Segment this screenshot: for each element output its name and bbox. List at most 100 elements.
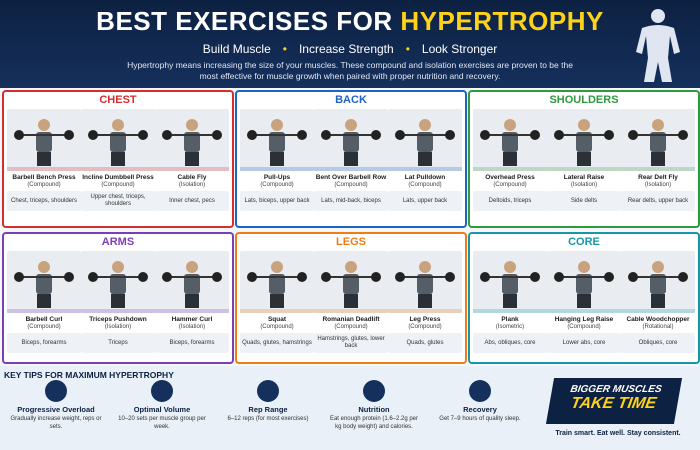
exercise-targets: Deltoids, triceps (473, 191, 547, 211)
taglines: Build MuscleIncrease StrengthLook Strong… (0, 42, 700, 56)
exercise-image (240, 251, 314, 313)
exercise: Lat Pulldown (Compound) Lats, upper back (388, 109, 462, 211)
tip-icon (151, 380, 173, 402)
footer: Train smart. Eat well. Stay consistent. (555, 430, 681, 437)
tip-text: Gradually increase weight, reps or sets. (10, 416, 102, 430)
exercise: Pull-Ups (Compound) Lats, biceps, upper ba… (240, 109, 314, 211)
exercise-image (240, 109, 314, 171)
exercise-name: Rear Delt Fly (638, 174, 678, 181)
exercise-targets: Inner chest, pecs (155, 191, 229, 211)
tip: Recovery Get 7–9 hours of quality sleep. (428, 380, 532, 424)
exercise-image (621, 109, 695, 171)
exercise: Bent Over Barbell Row (Compound) Lats, mid… (314, 109, 388, 211)
exercise-type: (Compound) (334, 324, 368, 330)
exercise-targets: Lats, upper back (388, 191, 462, 211)
exercise-targets: Hamstrings, glutes, lower back (314, 333, 388, 353)
exercise-row: Overhead Press (Compound) Deltoids, tricep… (470, 109, 698, 211)
exercise: Hammer Curl (Isolation) Biceps, forearms (155, 251, 229, 353)
exercise-targets: Abs, obliques, core (473, 333, 547, 353)
exercise-targets: Triceps (81, 333, 155, 353)
exercise: Squat (Compound) Quads, glutes, hamstrings (240, 251, 314, 353)
exercise-type: (Isolation) (104, 324, 132, 330)
exercise-name: Triceps Pushdown (89, 316, 147, 323)
group-card: ARMS Barbell Curl (Compound) Biceps, forear… (2, 232, 234, 364)
exercise: Incline Dumbbell Press (Compound) Upper ch… (81, 109, 155, 211)
exercise-image (547, 109, 621, 171)
exercise-row: Squat (Compound) Quads, glutes, hamstrings… (237, 251, 465, 353)
group-title: ARMS (101, 236, 135, 248)
exercise-type: (Compound) (408, 182, 442, 188)
exercise: Triceps Pushdown (Isolation) Triceps (81, 251, 155, 353)
tip-icon (363, 380, 385, 402)
tagline: Increase Strength (271, 42, 394, 56)
exercise-name: Leg Press (409, 316, 441, 323)
exercise-type: (Isometric) (495, 324, 525, 330)
group-title: CHEST (99, 94, 137, 106)
exercise-targets: Chest, triceps, shoulders (7, 191, 81, 211)
exercise-image (473, 109, 547, 171)
exercise: Rear Delt Fly (Isolation) Rear delts, uppe… (621, 109, 695, 211)
exercise-image (81, 109, 155, 171)
exercise-targets: Lower abs, core (547, 333, 621, 353)
exercise: Cable Fly (Isolation) Inner chest, pecs (155, 109, 229, 211)
exercise-name: Cable Fly (177, 174, 207, 181)
exercise: Overhead Press (Compound) Deltoids, tricep… (473, 109, 547, 211)
tagline: Look Stronger (394, 42, 497, 56)
tip-name: Nutrition (358, 405, 390, 414)
exercise: Leg Press (Compound) Quads, glutes (388, 251, 462, 353)
group-title: LEGS (336, 236, 366, 248)
title-highlight: HYPERTROPHY (400, 6, 604, 36)
group-card: CORE Plank (Isometric) Abs, obliques, core H… (468, 232, 700, 364)
exercise-type: (Isolation) (644, 182, 672, 188)
exercise-image (7, 251, 81, 313)
exercise-name: Overhead Press (485, 174, 535, 181)
exercise-row: Barbell Bench Press (Compound) Chest, tric… (4, 109, 232, 211)
exercise-image (388, 251, 462, 313)
exercise-type: (Isolation) (178, 182, 206, 188)
exercise: Lateral Raise (Isolation) Side delts (547, 109, 621, 211)
exercise-type: (Compound) (260, 182, 294, 188)
exercise-image (314, 109, 388, 171)
exercise: Cable Woodchopper (Rotational) Obliques, c… (621, 251, 695, 353)
group-card: LEGS Squat (Compound) Quads, glutes, hamstr… (235, 232, 467, 364)
tip-text: 10–20 sets per muscle group per week. (118, 416, 206, 430)
exercise-image (621, 251, 695, 313)
badge: BIGGER MUSCLES TAKE TIME (545, 378, 683, 424)
exercise: Barbell Curl (Compound) Biceps, forearms (7, 251, 81, 353)
exercise-image (547, 251, 621, 313)
exercise-name: Hammer Curl (171, 316, 213, 323)
exercise-type: (Isolation) (178, 324, 206, 330)
tip: Progressive Overload Gradually increase w… (4, 380, 108, 431)
exercise-image (388, 109, 462, 171)
exercise-name: Cable Woodchopper (626, 316, 690, 323)
tip: Rep Range 6–12 reps (for most exercises) (216, 380, 320, 424)
exercise-name: Romanian Deadlift (322, 316, 380, 323)
exercise-type: (Compound) (101, 182, 135, 188)
exercise-targets: Lats, biceps, upper back (240, 191, 314, 211)
exercise-targets: Lats, mid-back, biceps (314, 191, 388, 211)
tip-text: 6–12 reps (for most exercises) (227, 416, 309, 422)
tips-panel: KEY TIPS FOR MAXIMUM HYPERTROPHY BIGGER … (0, 366, 700, 450)
group-title: CORE (568, 236, 600, 248)
exercise: Hanging Leg Raise (Compound) Lower abs, co… (547, 251, 621, 353)
exercise-row: Plank (Isometric) Abs, obliques, core Hangi… (470, 251, 698, 353)
tip: Nutrition Eat enough protein (1.6–2.2g pe… (322, 380, 426, 431)
tip-name: Recovery (463, 405, 497, 414)
tip-name: Progressive Overload (17, 405, 95, 414)
exercise-name: Lateral Raise (563, 174, 605, 181)
exercise-name: Plank (501, 316, 519, 323)
exercise-type: (Compound) (567, 324, 601, 330)
exercise-image (81, 251, 155, 313)
exercise-targets: Obliques, core (621, 333, 695, 353)
exercise-targets: Upper chest, triceps, shoulders (81, 191, 155, 211)
intro: Hypertrophy means increasing the size of… (127, 60, 573, 81)
exercise-targets: Rear delts, upper back (621, 191, 695, 211)
exercise-image (473, 251, 547, 313)
badge-line: BIGGER MUSCLES (569, 384, 663, 395)
exercise-image (155, 251, 229, 313)
exercise-type: (Compound) (260, 324, 294, 330)
tip-name: Rep Range (248, 405, 288, 414)
exercise-type: (Compound) (27, 324, 61, 330)
group-title: BACK (335, 94, 367, 106)
